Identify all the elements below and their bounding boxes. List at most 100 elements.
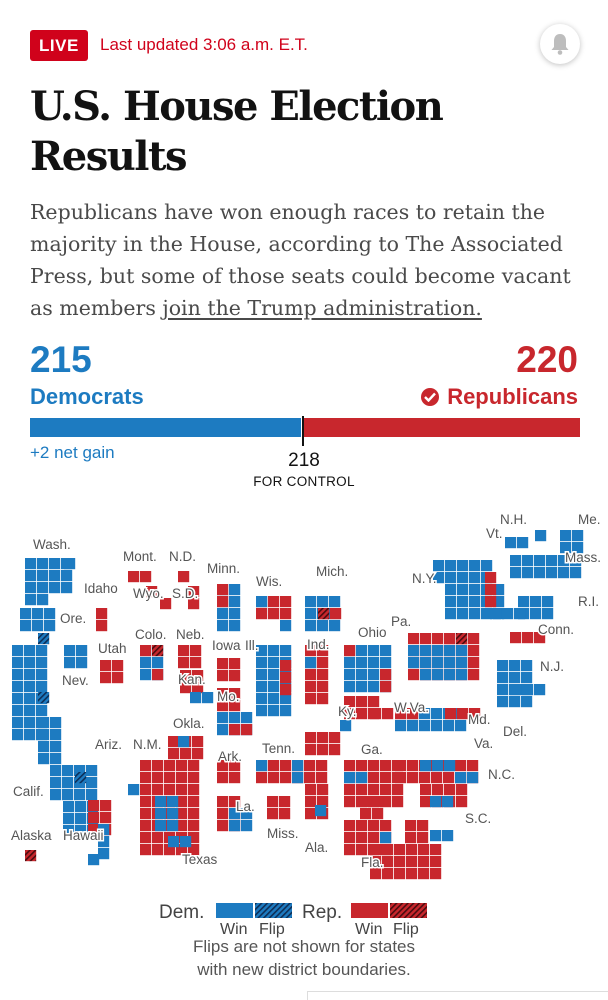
rep-district-cell[interactable] — [140, 784, 152, 796]
dem-district-cell[interactable] — [24, 657, 36, 669]
rep-district-cell[interactable] — [140, 796, 152, 808]
dem-district-cell[interactable] — [420, 760, 432, 772]
dem-district-cell[interactable] — [560, 542, 572, 554]
dem-district-cell[interactable] — [241, 712, 253, 724]
rep-district-cell[interactable] — [188, 598, 200, 610]
rep-district-cell[interactable] — [280, 760, 292, 772]
dem-district-cell[interactable] — [217, 608, 229, 620]
dem-district-cell[interactable] — [180, 836, 192, 848]
rep-district-cell[interactable] — [344, 696, 356, 708]
rep-district-cell[interactable] — [395, 708, 407, 720]
rep-district-cell[interactable] — [392, 796, 404, 808]
dem-district-cell[interactable] — [202, 692, 214, 704]
rep-district-cell[interactable] — [217, 820, 229, 832]
dem-district-cell[interactable] — [558, 555, 570, 567]
rep-district-cell[interactable] — [168, 748, 180, 760]
dem-district-cell[interactable] — [444, 669, 456, 681]
dem-district-cell[interactable] — [445, 560, 457, 572]
rep-district-cell[interactable] — [217, 596, 229, 608]
dem-district-cell[interactable] — [380, 645, 392, 657]
dem-district-cell[interactable] — [217, 724, 229, 736]
dem-district-cell[interactable] — [44, 620, 56, 632]
rep-district-cell[interactable] — [229, 700, 241, 712]
rep-district-cell[interactable] — [280, 672, 292, 684]
rep-district-cell[interactable] — [188, 796, 200, 808]
dem-district-cell[interactable] — [517, 537, 529, 549]
rep-district-cell[interactable] — [217, 688, 229, 700]
dem-district-cell[interactable] — [229, 596, 241, 608]
rep-district-cell[interactable] — [217, 658, 229, 670]
dem-flip-cell[interactable] — [38, 692, 50, 704]
rep-district-cell[interactable] — [152, 832, 164, 844]
dem-district-cell[interactable] — [167, 808, 179, 820]
dem-district-cell[interactable] — [256, 596, 268, 608]
dem-district-cell[interactable] — [155, 808, 167, 820]
dem-district-cell[interactable] — [455, 720, 467, 732]
dem-district-cell[interactable] — [50, 753, 62, 765]
rep-district-cell[interactable] — [395, 772, 407, 784]
rep-district-cell[interactable] — [304, 772, 316, 784]
dem-district-cell[interactable] — [241, 820, 253, 832]
rep-district-cell[interactable] — [164, 760, 176, 772]
rep-district-cell[interactable] — [305, 808, 317, 820]
dem-district-cell[interactable] — [24, 729, 36, 741]
rep-flip-cell[interactable] — [152, 645, 164, 657]
rep-district-cell[interactable] — [217, 584, 229, 596]
dem-district-cell[interactable] — [419, 720, 431, 732]
dem-district-cell[interactable] — [456, 645, 468, 657]
rep-district-cell[interactable] — [510, 632, 522, 644]
rep-district-cell[interactable] — [178, 657, 190, 669]
dem-district-cell[interactable] — [229, 620, 241, 632]
rep-district-cell[interactable] — [229, 724, 241, 736]
rep-district-cell[interactable] — [305, 681, 317, 693]
rep-district-cell[interactable] — [178, 645, 190, 657]
dem-district-cell[interactable] — [509, 696, 521, 708]
dem-district-cell[interactable] — [368, 657, 380, 669]
rep-district-cell[interactable] — [180, 670, 192, 682]
dem-district-cell[interactable] — [155, 796, 167, 808]
dem-district-cell[interactable] — [509, 672, 521, 684]
rep-district-cell[interactable] — [88, 812, 100, 824]
rep-district-cell[interactable] — [112, 672, 124, 684]
rep-district-cell[interactable] — [100, 800, 112, 812]
dem-district-cell[interactable] — [268, 681, 280, 693]
rep-district-cell[interactable] — [305, 693, 317, 705]
rep-district-cell[interactable] — [330, 608, 342, 620]
rep-district-cell[interactable] — [140, 772, 152, 784]
dem-district-cell[interactable] — [36, 657, 48, 669]
rep-district-cell[interactable] — [380, 681, 392, 693]
rep-district-cell[interactable] — [380, 796, 392, 808]
rep-district-cell[interactable] — [405, 832, 417, 844]
rep-district-cell[interactable] — [140, 760, 152, 772]
rep-district-cell[interactable] — [280, 684, 292, 696]
dem-district-cell[interactable] — [155, 820, 167, 832]
rep-district-cell[interactable] — [380, 669, 392, 681]
rep-district-cell[interactable] — [140, 844, 152, 856]
rep-district-cell[interactable] — [188, 586, 200, 598]
dem-district-cell[interactable] — [229, 808, 241, 820]
dem-district-cell[interactable] — [329, 596, 341, 608]
rep-district-cell[interactable] — [305, 732, 317, 744]
dem-district-cell[interactable] — [38, 729, 50, 741]
rep-district-cell[interactable] — [268, 760, 280, 772]
rep-district-cell[interactable] — [317, 645, 329, 657]
dem-district-cell[interactable] — [419, 708, 431, 720]
rep-flip-cell[interactable] — [318, 608, 330, 620]
dem-district-cell[interactable] — [98, 848, 110, 860]
dem-district-cell[interactable] — [190, 692, 202, 704]
rep-district-cell[interactable] — [394, 844, 406, 856]
dem-district-cell[interactable] — [24, 693, 36, 705]
dem-district-cell[interactable] — [572, 542, 584, 554]
dem-district-cell[interactable] — [457, 560, 469, 572]
rep-district-cell[interactable] — [305, 744, 317, 756]
dem-district-cell[interactable] — [497, 660, 509, 672]
rep-district-cell[interactable] — [305, 669, 317, 681]
rep-district-cell[interactable] — [140, 571, 152, 583]
rep-district-cell[interactable] — [443, 772, 455, 784]
dem-district-cell[interactable] — [317, 620, 329, 632]
dem-district-cell[interactable] — [530, 596, 542, 608]
dem-district-cell[interactable] — [75, 801, 87, 813]
dem-district-cell[interactable] — [140, 669, 152, 681]
dem-district-cell[interactable] — [36, 705, 48, 717]
rep-district-cell[interactable] — [112, 660, 124, 672]
